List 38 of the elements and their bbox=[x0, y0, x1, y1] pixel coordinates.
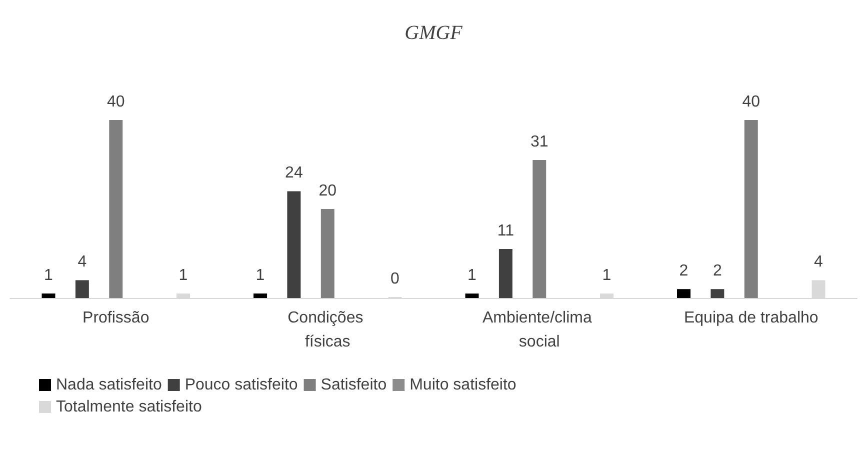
bar bbox=[465, 294, 479, 298]
bar bbox=[109, 120, 123, 298]
data-label: 24 bbox=[285, 164, 303, 182]
legend-label: Satisfeito bbox=[320, 376, 387, 394]
data-label: 1 bbox=[256, 267, 265, 284]
legend-label: Nada satisfeito bbox=[56, 376, 162, 394]
bar bbox=[532, 160, 546, 298]
bar bbox=[42, 294, 56, 298]
legend-label: Muito satisfeito bbox=[410, 376, 516, 394]
data-label: 2 bbox=[712, 262, 722, 280]
data-label: 40 bbox=[742, 94, 760, 110]
data-label: 4 bbox=[78, 254, 87, 271]
data-label: 1 bbox=[178, 267, 188, 284]
bar bbox=[75, 280, 89, 298]
x-tick-label: Equipa de trabalho bbox=[684, 310, 818, 326]
data-label: 40 bbox=[106, 94, 125, 110]
data-label: 1 bbox=[44, 267, 54, 284]
data-label: 2 bbox=[679, 262, 688, 280]
data-label: 20 bbox=[318, 182, 337, 200]
bar bbox=[677, 289, 690, 298]
bar bbox=[254, 294, 267, 298]
x-tick-label: Condições físicas bbox=[288, 310, 368, 350]
bar bbox=[287, 191, 301, 298]
data-label: 1 bbox=[602, 267, 612, 284]
x-tick-label: Profissão bbox=[82, 310, 150, 326]
data-label: 0 bbox=[390, 270, 400, 288]
bar bbox=[320, 209, 334, 298]
data-label: 1 bbox=[468, 267, 477, 284]
x-tick-label: Ambiente/clima social bbox=[482, 310, 596, 350]
data-label: 4 bbox=[814, 254, 824, 271]
bar bbox=[498, 249, 512, 298]
legend-label: Totalmente satisfeito bbox=[56, 398, 202, 416]
data-label: 31 bbox=[530, 134, 548, 151]
legend-label: Pouco satisfeito bbox=[184, 376, 298, 394]
chart-title: GMGF bbox=[404, 22, 464, 44]
data-label: 11 bbox=[497, 222, 514, 240]
bar bbox=[744, 120, 758, 298]
bar bbox=[710, 289, 724, 298]
